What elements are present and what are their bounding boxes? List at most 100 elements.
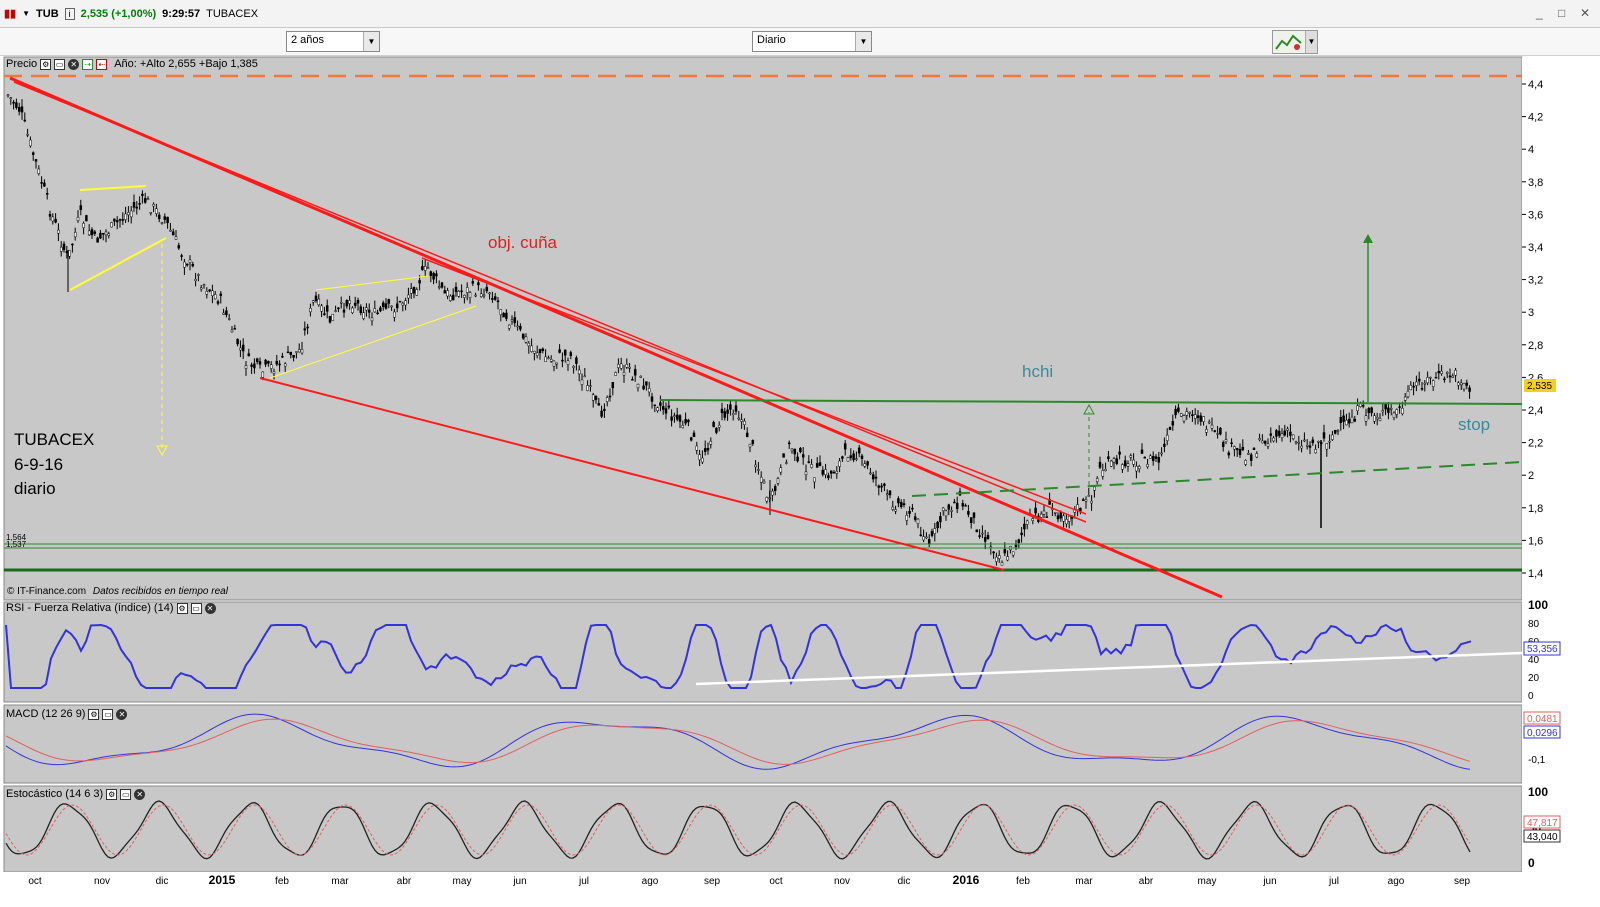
candle-body xyxy=(353,302,357,306)
candle-body xyxy=(1193,414,1197,419)
candle-body xyxy=(180,255,183,257)
wrench-icon[interactable]: ⚙ xyxy=(40,58,52,70)
window-icon[interactable]: ▭ xyxy=(120,788,132,800)
candle-body xyxy=(384,303,388,309)
candle-body xyxy=(712,421,715,428)
candle-body xyxy=(1317,441,1320,443)
candle-body xyxy=(1417,378,1421,382)
candle-body xyxy=(183,261,186,268)
candle-body xyxy=(1353,418,1357,422)
candle-body xyxy=(687,419,690,423)
candle-body xyxy=(146,198,150,201)
x-axis-label: ago xyxy=(642,876,659,887)
candle-body xyxy=(124,213,127,220)
x-axis-label: may xyxy=(1198,876,1217,887)
candle-body xyxy=(292,355,295,358)
candle-body xyxy=(96,237,99,243)
candle-body xyxy=(303,328,307,331)
candle-body xyxy=(566,360,570,365)
candle-body xyxy=(1465,382,1469,386)
wrench-icon[interactable]: ⚙ xyxy=(176,602,188,614)
x-axis-label: mar xyxy=(331,876,349,887)
interval-select[interactable]: Diario ▼ xyxy=(752,31,872,52)
chevron-down-icon[interactable]: ▼ xyxy=(1305,31,1317,53)
close-icon[interactable]: ✕ xyxy=(204,602,216,614)
candle-body xyxy=(48,214,52,217)
candle-body xyxy=(283,363,287,367)
pattern-annotation: hchi xyxy=(1022,362,1053,381)
candle-body xyxy=(73,232,77,238)
chevron-down-icon[interactable]: ▼ xyxy=(363,32,379,51)
close-icon[interactable]: ✕ xyxy=(1580,6,1591,20)
rsi-tick-label: 40 xyxy=(1528,655,1540,666)
candle-body xyxy=(1457,382,1460,386)
candle-body xyxy=(485,286,489,292)
export-icon[interactable]: ⇢ xyxy=(82,58,94,70)
info-icon[interactable]: i xyxy=(64,7,75,20)
candle-body xyxy=(306,326,309,329)
candle-body xyxy=(1255,453,1259,458)
candle-body xyxy=(659,402,662,406)
candle-body xyxy=(152,203,155,207)
candle-body xyxy=(633,369,637,376)
x-axis-label: oct xyxy=(28,876,42,887)
candle-body xyxy=(835,470,839,474)
wrench-icon[interactable]: ⚙ xyxy=(106,788,118,800)
chevron-down-icon[interactable]: ▼ xyxy=(855,32,871,51)
candle-body xyxy=(471,281,475,284)
candle-body xyxy=(1168,427,1172,430)
candle-body xyxy=(342,309,346,313)
candle-body xyxy=(331,314,335,321)
candle-body xyxy=(611,382,615,389)
candle-body xyxy=(899,502,903,507)
candle-body xyxy=(815,463,819,468)
candle-body xyxy=(1244,460,1247,465)
dropdown-arrow-icon[interactable]: ▼ xyxy=(22,9,31,18)
candle-body xyxy=(857,447,861,454)
stoch-tick-100: 100 xyxy=(1528,785,1548,799)
candle-body xyxy=(370,317,374,322)
candle-body xyxy=(1146,464,1149,468)
candle-body xyxy=(76,217,80,222)
window-icon[interactable]: ▭ xyxy=(102,708,114,720)
close-icon[interactable]: ✕ xyxy=(68,58,80,70)
candle-body xyxy=(628,367,631,369)
candle-body xyxy=(85,215,88,222)
candle-body xyxy=(1350,416,1354,424)
candle-body xyxy=(1272,437,1275,442)
candle-body xyxy=(457,291,461,297)
candle-body xyxy=(810,464,813,468)
wrench-icon[interactable]: ⚙ xyxy=(88,708,100,720)
maximize-icon[interactable]: □ xyxy=(1558,6,1566,20)
candle-body xyxy=(684,419,687,424)
chart-tools-button[interactable]: ▼ xyxy=(1272,30,1318,54)
macd-tick: -0,1 xyxy=(1528,755,1546,766)
candle-body xyxy=(1241,446,1245,451)
candle-body xyxy=(157,214,161,220)
remove-icon[interactable]: ⇠ xyxy=(96,58,108,70)
window-icon[interactable]: ▭ xyxy=(54,58,66,70)
close-icon[interactable]: ✕ xyxy=(116,708,128,720)
candle-body xyxy=(51,216,55,222)
close-icon[interactable]: ✕ xyxy=(134,788,146,800)
candle-body xyxy=(71,243,74,246)
candle-body xyxy=(1210,424,1214,429)
candle-body xyxy=(759,476,763,483)
candle-body xyxy=(211,290,214,297)
candle-body xyxy=(499,309,503,315)
candle-body xyxy=(555,362,559,365)
x-axis-label: feb xyxy=(1016,876,1030,887)
candle-body xyxy=(121,219,125,221)
candle-body xyxy=(787,442,791,445)
downtrend-line-main xyxy=(9,76,1223,599)
candle-body xyxy=(93,231,97,234)
window-icon[interactable]: ▭ xyxy=(190,602,202,614)
candle-body xyxy=(365,307,368,311)
candle-body xyxy=(757,469,760,471)
stoch-d-badge xyxy=(1523,815,1561,829)
candle-body xyxy=(401,302,405,306)
minimize-icon[interactable]: _ xyxy=(1536,6,1543,20)
candle-body xyxy=(818,462,822,467)
candle-body xyxy=(1370,407,1373,414)
period-select[interactable]: 2 años ▼ xyxy=(286,31,380,52)
